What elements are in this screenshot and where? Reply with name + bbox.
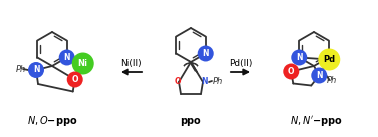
Text: $\it{N,N'}$$\bf{-ppo}$: $\it{N,N'}$$\bf{-ppo}$: [290, 114, 342, 128]
Text: O: O: [71, 75, 78, 84]
Circle shape: [67, 72, 83, 88]
Text: N: N: [201, 78, 207, 86]
Text: N: N: [64, 53, 70, 62]
Text: N: N: [316, 71, 322, 80]
Text: N: N: [296, 53, 302, 62]
Text: Pd: Pd: [323, 55, 335, 64]
Text: $\bf{ppo}$: $\bf{ppo}$: [180, 116, 202, 128]
Text: N: N: [203, 49, 209, 58]
Text: Ph: Ph: [16, 65, 26, 73]
Circle shape: [318, 48, 340, 71]
Text: Ph: Ph: [213, 76, 223, 85]
Circle shape: [28, 62, 44, 78]
Text: Ni: Ni: [78, 59, 88, 68]
Text: O: O: [175, 78, 181, 86]
Circle shape: [198, 45, 214, 62]
Text: N: N: [33, 65, 39, 75]
Text: Ni(II): Ni(II): [120, 59, 142, 68]
Text: O: O: [288, 67, 294, 76]
Text: Ph: Ph: [327, 76, 338, 85]
Circle shape: [311, 68, 327, 83]
Text: Pd(II): Pd(II): [229, 59, 253, 68]
Circle shape: [72, 52, 94, 75]
Circle shape: [283, 64, 299, 79]
Circle shape: [59, 49, 75, 65]
Circle shape: [291, 49, 307, 65]
Text: $\it{N,O}$$\bf{-ppo}$: $\it{N,O}$$\bf{-ppo}$: [27, 114, 77, 128]
